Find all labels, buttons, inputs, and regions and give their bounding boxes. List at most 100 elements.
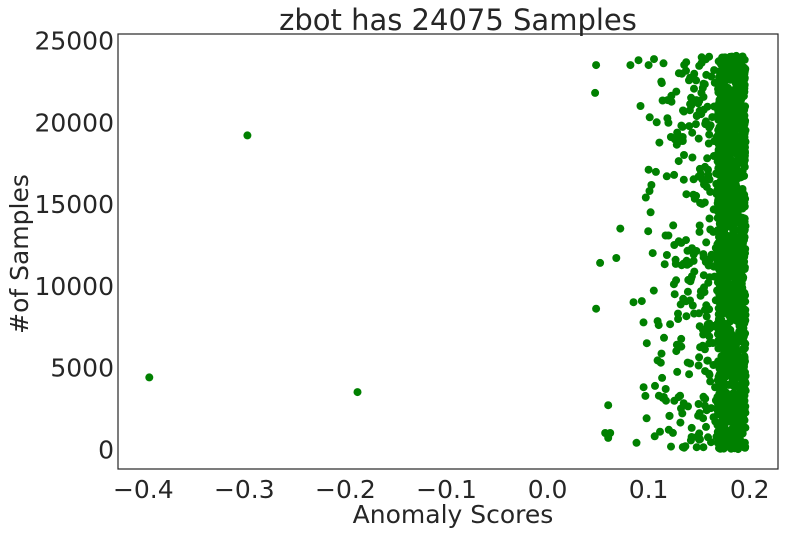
data-point: [666, 320, 675, 329]
data-point: [732, 422, 741, 431]
data-point: [737, 194, 746, 203]
data-point: [682, 236, 690, 245]
x-tick-label: 0.2: [730, 475, 770, 504]
data-point: [719, 195, 728, 204]
data-point: [722, 344, 731, 353]
data-point: [642, 414, 651, 423]
data-point: [648, 249, 657, 258]
y-tick-label: 25000: [34, 27, 114, 56]
data-point: [736, 299, 745, 308]
data-point: [701, 117, 710, 126]
data-point: [737, 312, 746, 321]
data-point: [721, 56, 730, 65]
data-point: [699, 286, 708, 295]
data-point: [717, 352, 726, 361]
data-point: [690, 84, 698, 93]
data-point: [656, 427, 664, 436]
data-point: [713, 262, 722, 271]
data-point: [699, 250, 708, 259]
data-point: [604, 401, 613, 410]
data-point: [639, 383, 648, 392]
data-point: [713, 180, 722, 189]
data-point: [740, 329, 748, 338]
data-point: [686, 296, 694, 305]
data-point: [725, 122, 734, 131]
data-point: [728, 291, 737, 300]
data-point: [678, 133, 687, 141]
data-point: [714, 315, 723, 324]
data-point: [636, 102, 645, 110]
data-point: [672, 340, 681, 349]
data-point: [669, 221, 678, 230]
data-point: [732, 233, 741, 242]
data-point: [698, 199, 707, 208]
data-point: [699, 443, 708, 452]
data-point: [604, 433, 613, 442]
data-point: [682, 312, 691, 321]
data-point: [711, 417, 720, 426]
x-axis: −0.4 −0.3 −0.2 −0.1 0.0 0.1 0.2: [113, 475, 770, 504]
data-point: [667, 442, 675, 451]
data-point: [697, 110, 706, 119]
data-point: [733, 365, 741, 374]
data-point: [641, 391, 650, 400]
data-point: [735, 113, 744, 122]
data-point: [741, 371, 750, 380]
data-point: [661, 385, 670, 393]
data-point: [657, 349, 666, 358]
data-point: [732, 186, 740, 195]
data-point: [729, 213, 738, 221]
data-point: [735, 204, 744, 213]
data-point: [706, 377, 715, 386]
data-point: [702, 312, 711, 321]
data-point: [721, 320, 730, 328]
data-point: [741, 377, 750, 386]
chart-title: zbot has 24075 Samples: [279, 3, 637, 37]
data-point: [703, 356, 712, 365]
data-point: [145, 373, 154, 382]
data-point: [740, 344, 749, 353]
data-point: [730, 443, 739, 452]
data-point: [685, 106, 694, 115]
data-point: [701, 257, 710, 266]
data-point: [677, 334, 686, 343]
data-point: [718, 421, 727, 430]
data-point: [714, 140, 723, 149]
data-point: [705, 214, 714, 223]
data-point: [719, 376, 728, 385]
data-point: [683, 260, 692, 269]
data-point: [641, 193, 650, 202]
data-point: [637, 297, 646, 306]
data-point: [723, 254, 732, 262]
data-point: [664, 425, 673, 434]
data-point: [612, 254, 621, 262]
data-point: [697, 88, 706, 97]
data-point: [658, 373, 667, 382]
data-point: [728, 161, 737, 170]
y-tick-label: 5000: [50, 354, 114, 383]
data-point: [656, 358, 665, 367]
data-point: [670, 170, 679, 179]
data-point: [690, 69, 699, 78]
data-point: [717, 398, 726, 407]
y-tick-label: 0: [98, 435, 114, 464]
data-point: [718, 382, 727, 391]
data-point: [682, 190, 691, 199]
data-point: [695, 96, 704, 105]
data-point: [660, 333, 668, 342]
data-point: [664, 231, 673, 240]
data-point: [718, 289, 726, 298]
data-point: [685, 122, 694, 131]
data-point: [726, 301, 735, 309]
data-point: [727, 309, 736, 318]
data-point: [724, 149, 733, 158]
data-point: [651, 167, 660, 176]
data-point: [715, 438, 723, 447]
data-point: [705, 130, 714, 139]
data-point: [687, 93, 696, 102]
data-point: [733, 399, 741, 408]
data-point: [687, 433, 696, 441]
data-point: [726, 408, 735, 417]
data-point: [695, 353, 704, 362]
data-point: [690, 309, 699, 318]
